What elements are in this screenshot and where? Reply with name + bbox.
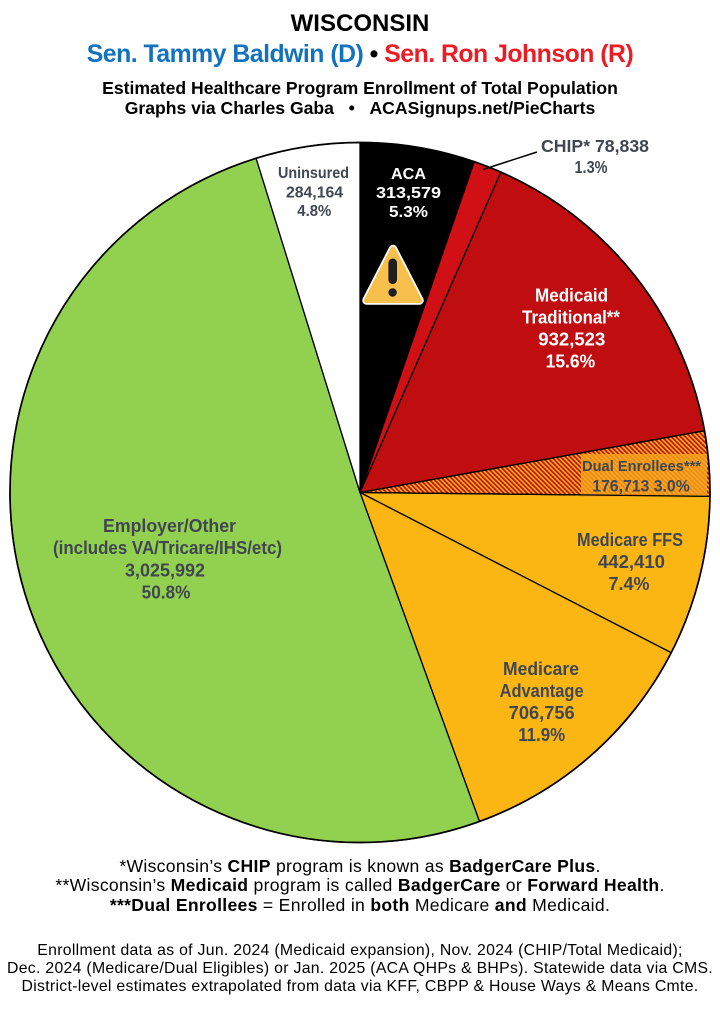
svg-text:(includes VA/Tricare/IHS/etc): (includes VA/Tricare/IHS/etc) [53,538,282,558]
svg-text:Employer/Other: Employer/Other [103,516,236,536]
svg-text:176,713 3.0%: 176,713 3.0% [592,477,690,495]
svg-text:Medicare FFS: Medicare FFS [577,530,683,550]
svg-text:442,410: 442,410 [598,552,665,572]
svg-text:284,164: 284,164 [286,184,344,201]
svg-text:1.3%: 1.3% [575,157,608,177]
svg-text:11.9%: 11.9% [518,725,565,745]
svg-text:Dual Enrollees***: Dual Enrollees*** [582,459,701,475]
svg-text:Traditional**: Traditional** [522,308,620,328]
svg-text:706,756: 706,756 [509,703,575,723]
svg-text:7.4%: 7.4% [609,574,650,594]
svg-text:Medicaid: Medicaid [535,286,608,306]
svg-text:CHIP* 78,838: CHIP* 78,838 [541,136,649,156]
svg-text:ACA: ACA [391,166,426,183]
svg-text:Advantage: Advantage [500,681,584,701]
svg-text:3,025,992: 3,025,992 [125,561,205,581]
svg-text:313,579: 313,579 [376,185,441,202]
svg-text:15.6%: 15.6% [546,352,596,372]
svg-text:932,523: 932,523 [538,330,605,350]
svg-text:Uninsured: Uninsured [278,165,349,182]
svg-text:50.8%: 50.8% [142,583,191,603]
svg-text:4.8%: 4.8% [297,203,331,220]
svg-text:5.3%: 5.3% [389,204,428,221]
svg-text:Medicare: Medicare [503,659,579,679]
